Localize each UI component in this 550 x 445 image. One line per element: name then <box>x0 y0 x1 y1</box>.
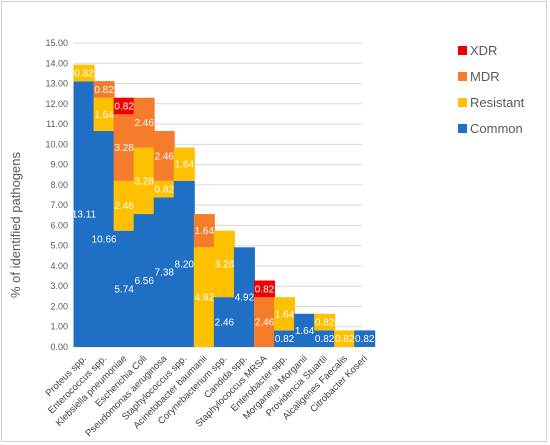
data-label: 1.64 <box>275 309 295 320</box>
data-label: 6.56 <box>134 276 154 287</box>
bar-segment-common <box>133 214 155 347</box>
bar-segment-resistant <box>113 180 135 231</box>
y-tick-label: 3.00 <box>50 281 68 291</box>
data-label: 0.82 <box>315 318 335 329</box>
x-axis-categories: Proteus spp.Enterococcus spp.Klebsiella … <box>44 353 370 439</box>
y-tick-label: 13.00 <box>45 79 68 89</box>
bar-segment-common <box>314 330 336 347</box>
bar-segment-common <box>274 330 296 347</box>
bar-segment-resistant <box>314 313 336 331</box>
data-label: 0.82 <box>275 334 295 345</box>
data-label: 1.64 <box>175 160 195 171</box>
data-label: 0.82 <box>315 334 335 345</box>
y-tick-label: 10.00 <box>45 139 68 149</box>
bar-segment-common <box>173 180 195 347</box>
bar-segment-common <box>294 313 316 347</box>
y-axis-label: % of identified pathogens <box>8 152 23 298</box>
data-label: 0.82 <box>114 102 134 113</box>
y-axis-ticks: 0.00 1.00 2.00 3.00 4.00 5.00 6.00 7.00 8.00 9.00… <box>45 38 68 352</box>
legend-label-common: Common <box>470 121 523 136</box>
bar-segment-common <box>354 330 376 347</box>
bar-segment-resistant <box>334 330 356 347</box>
data-label: 7.38 <box>154 268 174 279</box>
data-label: 0.82 <box>74 68 94 79</box>
bar-segment-resistant <box>213 230 235 298</box>
data-label: 5.74 <box>114 284 134 295</box>
legend: XDR MDR Resistant Common <box>458 43 525 136</box>
bar-segment-mdr <box>113 114 135 181</box>
y-tick-label: 15.00 <box>45 38 68 48</box>
data-label: 1.64 <box>295 326 315 337</box>
y-tick-label: 8.00 <box>50 180 68 190</box>
bar-segment-resistant <box>173 147 195 181</box>
bar-segment-common <box>73 81 95 347</box>
legend-swatch-mdr <box>458 72 467 81</box>
bar-segment-xdr <box>253 280 275 298</box>
bar-segment-resistant <box>193 247 215 347</box>
bar-segment-mdr <box>253 297 275 347</box>
y-tick-label: 12.00 <box>45 99 68 109</box>
bar-segment-common <box>93 130 115 347</box>
bar-segment-resistant <box>153 180 175 198</box>
data-label: 4.92 <box>195 293 215 304</box>
bar-segment-common <box>153 197 175 347</box>
data-label: 2.46 <box>114 201 134 212</box>
legend-label-xdr: XDR <box>470 43 497 58</box>
bar-segment-common <box>113 230 135 347</box>
y-tick-label: 14.00 <box>45 58 68 68</box>
bar-segment-common <box>233 247 255 347</box>
legend-swatch-common <box>458 124 467 133</box>
data-label: 2.46 <box>134 118 154 129</box>
y-tick-label: 6.00 <box>50 220 68 230</box>
bar-segment-resistant <box>274 297 296 331</box>
y-tick-label: 11.00 <box>46 119 68 129</box>
bar-segment-common <box>213 297 235 347</box>
y-tick-label: 9.00 <box>50 160 68 170</box>
y-tick-label: 5.00 <box>50 241 68 251</box>
y-tick-label: 7.00 <box>50 200 68 210</box>
data-label: 1.64 <box>195 226 215 237</box>
bar-segment-mdr <box>93 81 115 98</box>
bars <box>73 64 376 347</box>
data-label: 10.66 <box>92 234 117 245</box>
data-label: 3.28 <box>134 176 154 187</box>
bar-segment-mdr <box>133 97 155 148</box>
bar-segment-resistant <box>73 64 95 82</box>
y-tick-label: 0.00 <box>50 342 68 352</box>
y-tick-label: 2.00 <box>50 301 68 311</box>
data-label: 0.82 <box>94 85 114 96</box>
data-label: 1.64 <box>94 110 114 121</box>
bar-segment-mdr <box>153 130 175 181</box>
data-label: 8.20 <box>175 259 195 270</box>
bar-segment-mdr <box>193 214 215 248</box>
data-label: 4.92 <box>235 293 255 304</box>
data-label: 2.46 <box>215 318 235 329</box>
bar-segment-resistant <box>133 147 155 215</box>
data-labels: 13.110.8210.661.640.825.742.463.280.826.… <box>72 68 375 345</box>
data-label: 3.28 <box>215 259 235 270</box>
y-tick-label: 1.00 <box>50 322 68 332</box>
bar-segment-xdr <box>113 97 135 115</box>
y-tick-label: 4.00 <box>50 261 68 271</box>
data-label: 13.11 <box>72 210 97 221</box>
legend-swatch-xdr <box>458 46 467 55</box>
legend-swatch-resistant <box>458 98 467 107</box>
data-label: 0.82 <box>335 334 355 345</box>
data-label: 3.28 <box>114 143 134 154</box>
data-label: 0.82 <box>154 185 174 196</box>
data-label: 0.82 <box>355 334 375 345</box>
legend-label-resistant: Resistant <box>470 95 525 110</box>
data-label: 2.46 <box>154 151 174 162</box>
data-label: 2.46 <box>255 318 275 329</box>
bar-segment-resistant <box>93 97 115 131</box>
legend-label-mdr: MDR <box>470 69 500 84</box>
data-label: 0.82 <box>255 284 275 295</box>
